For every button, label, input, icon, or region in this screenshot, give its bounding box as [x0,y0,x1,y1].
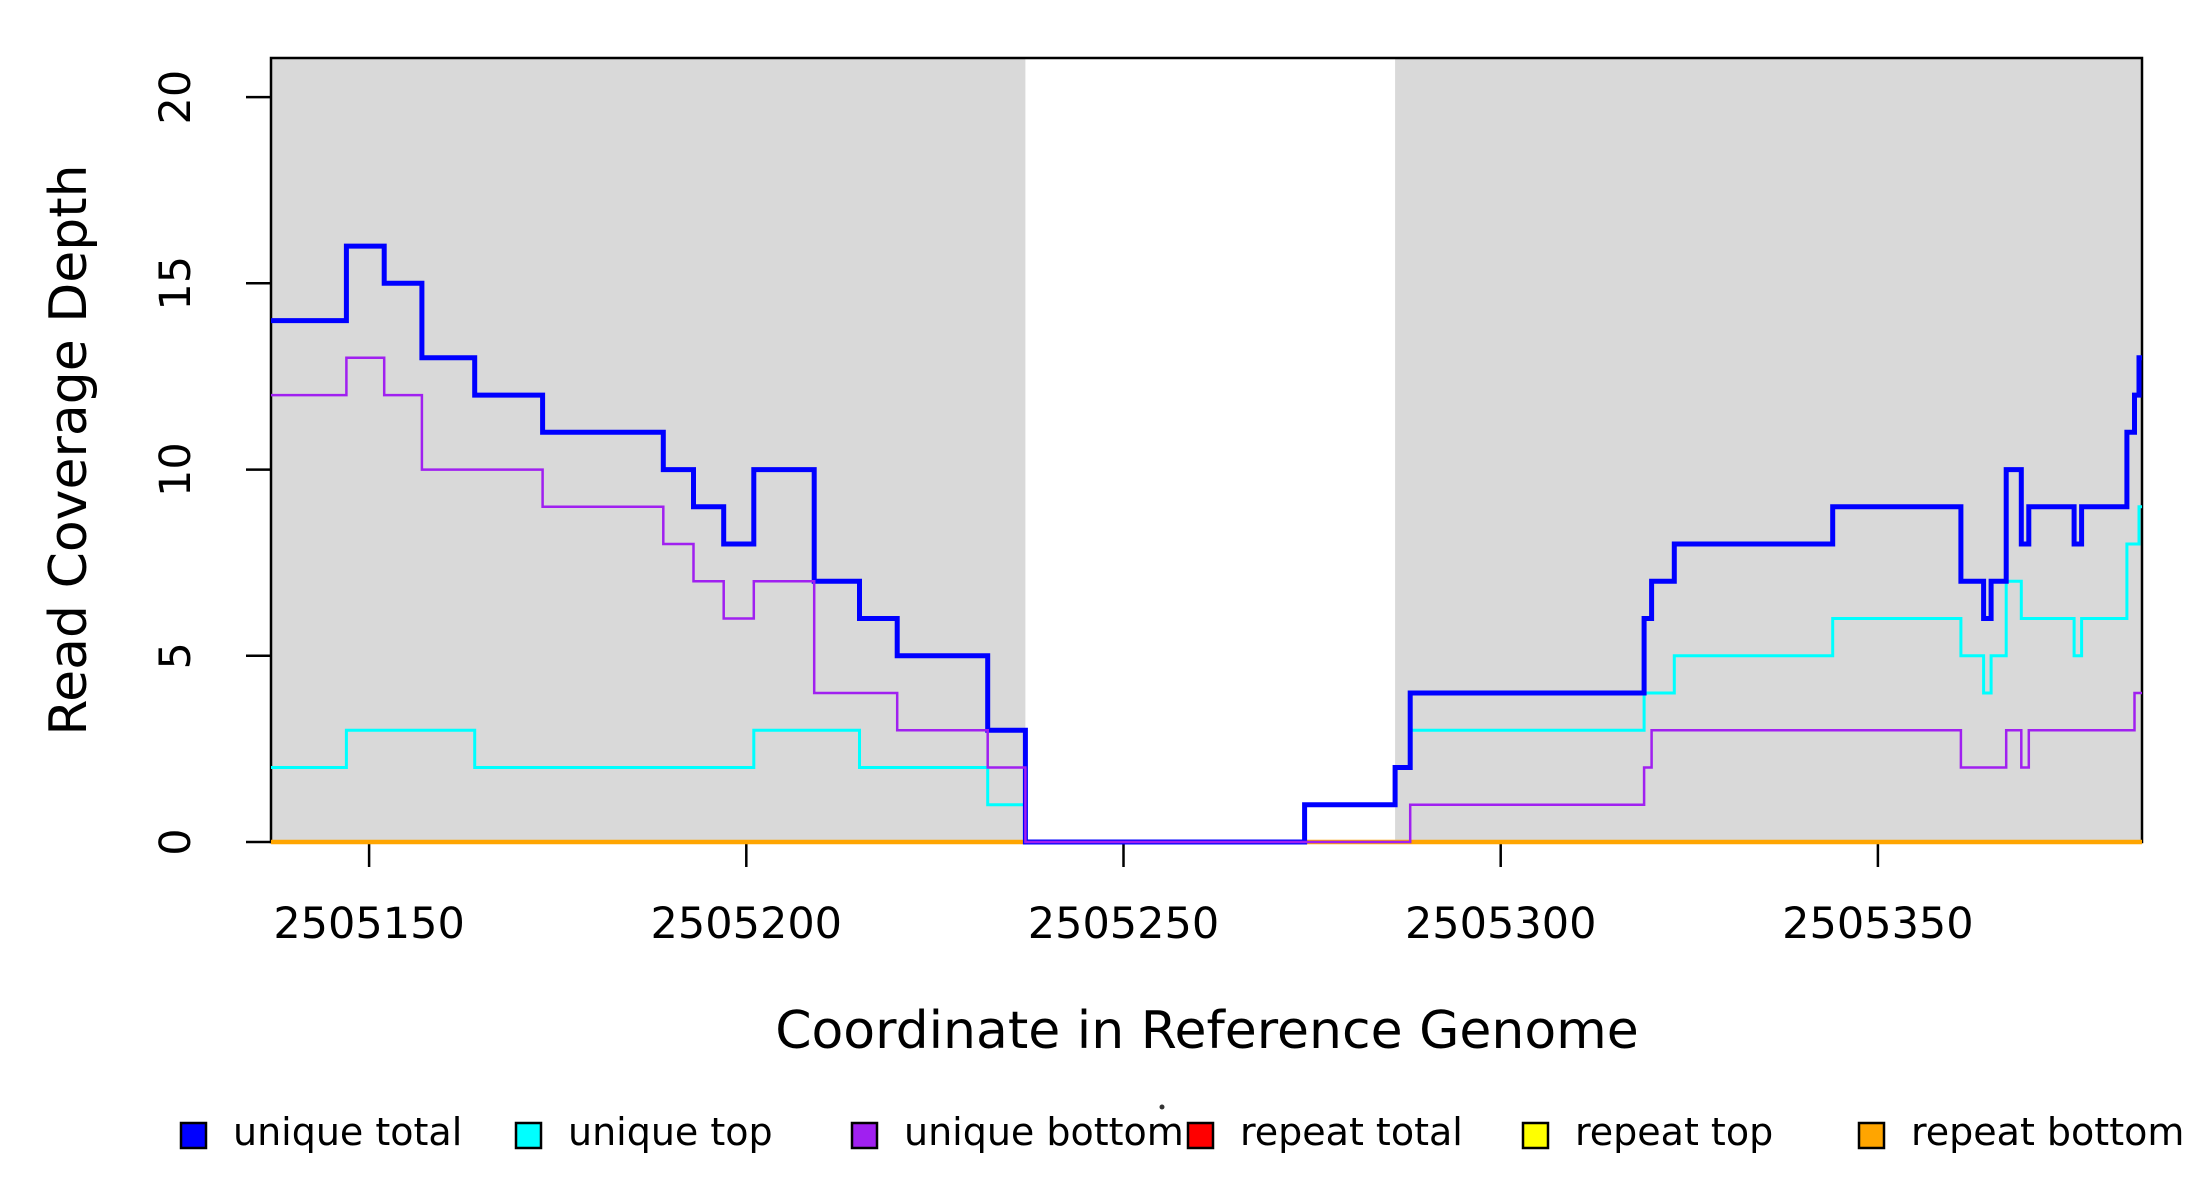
series-line-unique-top [271,505,2142,844]
legend-item-label: repeat total [1240,1110,1463,1154]
legend-item: repeat total [1186,1110,1463,1154]
x-tick-label: 2505200 [651,899,843,949]
y-tick-label: 20 [151,70,201,125]
x-tick-label: 2505350 [1782,899,1974,949]
legend-swatch-icon [1186,1121,1215,1150]
legend-swatch-icon [1521,1121,1550,1150]
legend-item: unique total [179,1110,462,1154]
shaded-region [271,58,1026,842]
y-tick-label: 5 [151,642,201,669]
legend-item-label: repeat top [1575,1110,1773,1154]
legend-item-label: unique total [233,1110,462,1154]
x-tick-label: 2505150 [273,899,465,949]
y-tick-label: 0 [151,828,201,855]
series-line-unique-bottom [271,356,2142,844]
y-tick-label: 15 [151,256,201,311]
legend-item: unique bottom [850,1110,1184,1154]
legend-swatch-icon [514,1121,543,1150]
y-tick-label: 10 [151,442,201,497]
legend-item-label: unique bottom [904,1110,1184,1154]
legend-swatch-icon [1857,1121,1886,1150]
x-axis-title: Coordinate in Reference Genome [775,1001,1639,1061]
legend-swatch-icon [850,1121,879,1150]
legend-item-label: unique top [568,1110,773,1154]
legend-item-label: repeat bottom [1911,1110,2184,1154]
x-tick-label: 2505250 [1028,899,1220,949]
y-axis-title: Read Coverage Depth [39,164,99,735]
legend-item: repeat top [1521,1110,1773,1154]
legend-swatch-icon [179,1121,208,1150]
x-tick-label: 2505300 [1405,899,1597,949]
shaded-region [1395,58,2142,842]
legend-item: unique top [514,1110,773,1154]
legend-item: repeat bottom [1857,1110,2184,1154]
series-line-unique-total [271,243,2142,845]
stray-dot [1159,1104,1165,1110]
